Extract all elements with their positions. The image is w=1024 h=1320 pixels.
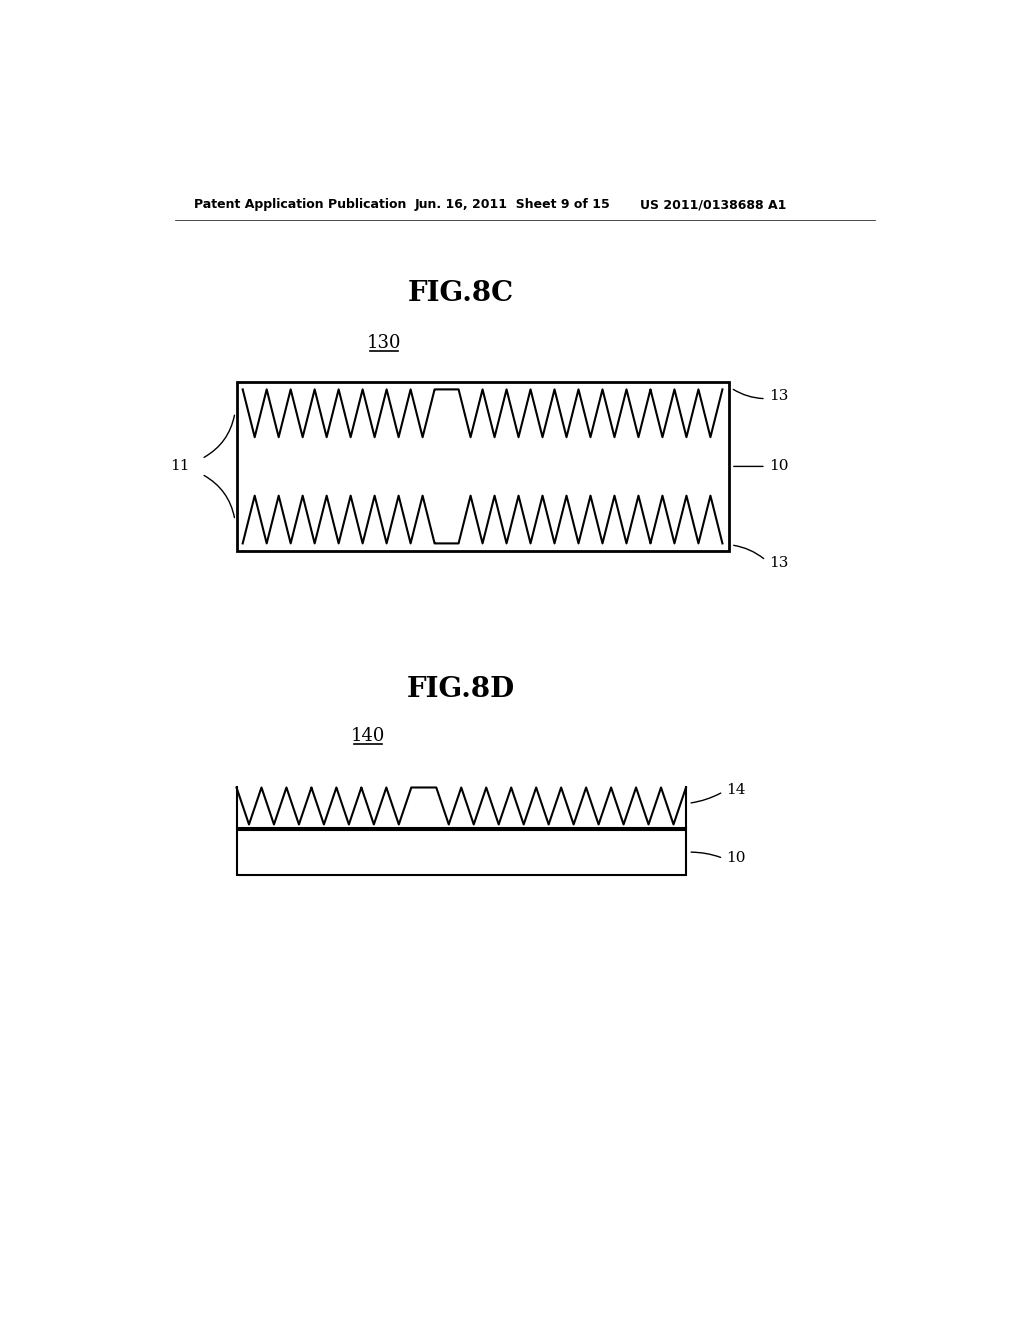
Text: 140: 140 (351, 727, 385, 744)
Bar (237, 830, 686, 875)
Text: FIG.8C: FIG.8C (409, 280, 514, 306)
Text: 13: 13 (769, 388, 788, 403)
Bar (237, 381, 729, 552)
Text: US 2011/0138688 A1: US 2011/0138688 A1 (640, 198, 785, 211)
Text: 13: 13 (769, 557, 788, 570)
Text: 130: 130 (367, 334, 401, 352)
Text: FIG.8D: FIG.8D (408, 676, 515, 704)
Text: 14: 14 (726, 783, 745, 797)
Text: Jun. 16, 2011  Sheet 9 of 15: Jun. 16, 2011 Sheet 9 of 15 (415, 198, 610, 211)
Text: 11: 11 (171, 459, 190, 474)
Text: 10: 10 (769, 459, 788, 474)
Text: 10: 10 (726, 851, 745, 866)
Text: Patent Application Publication: Patent Application Publication (194, 198, 407, 211)
